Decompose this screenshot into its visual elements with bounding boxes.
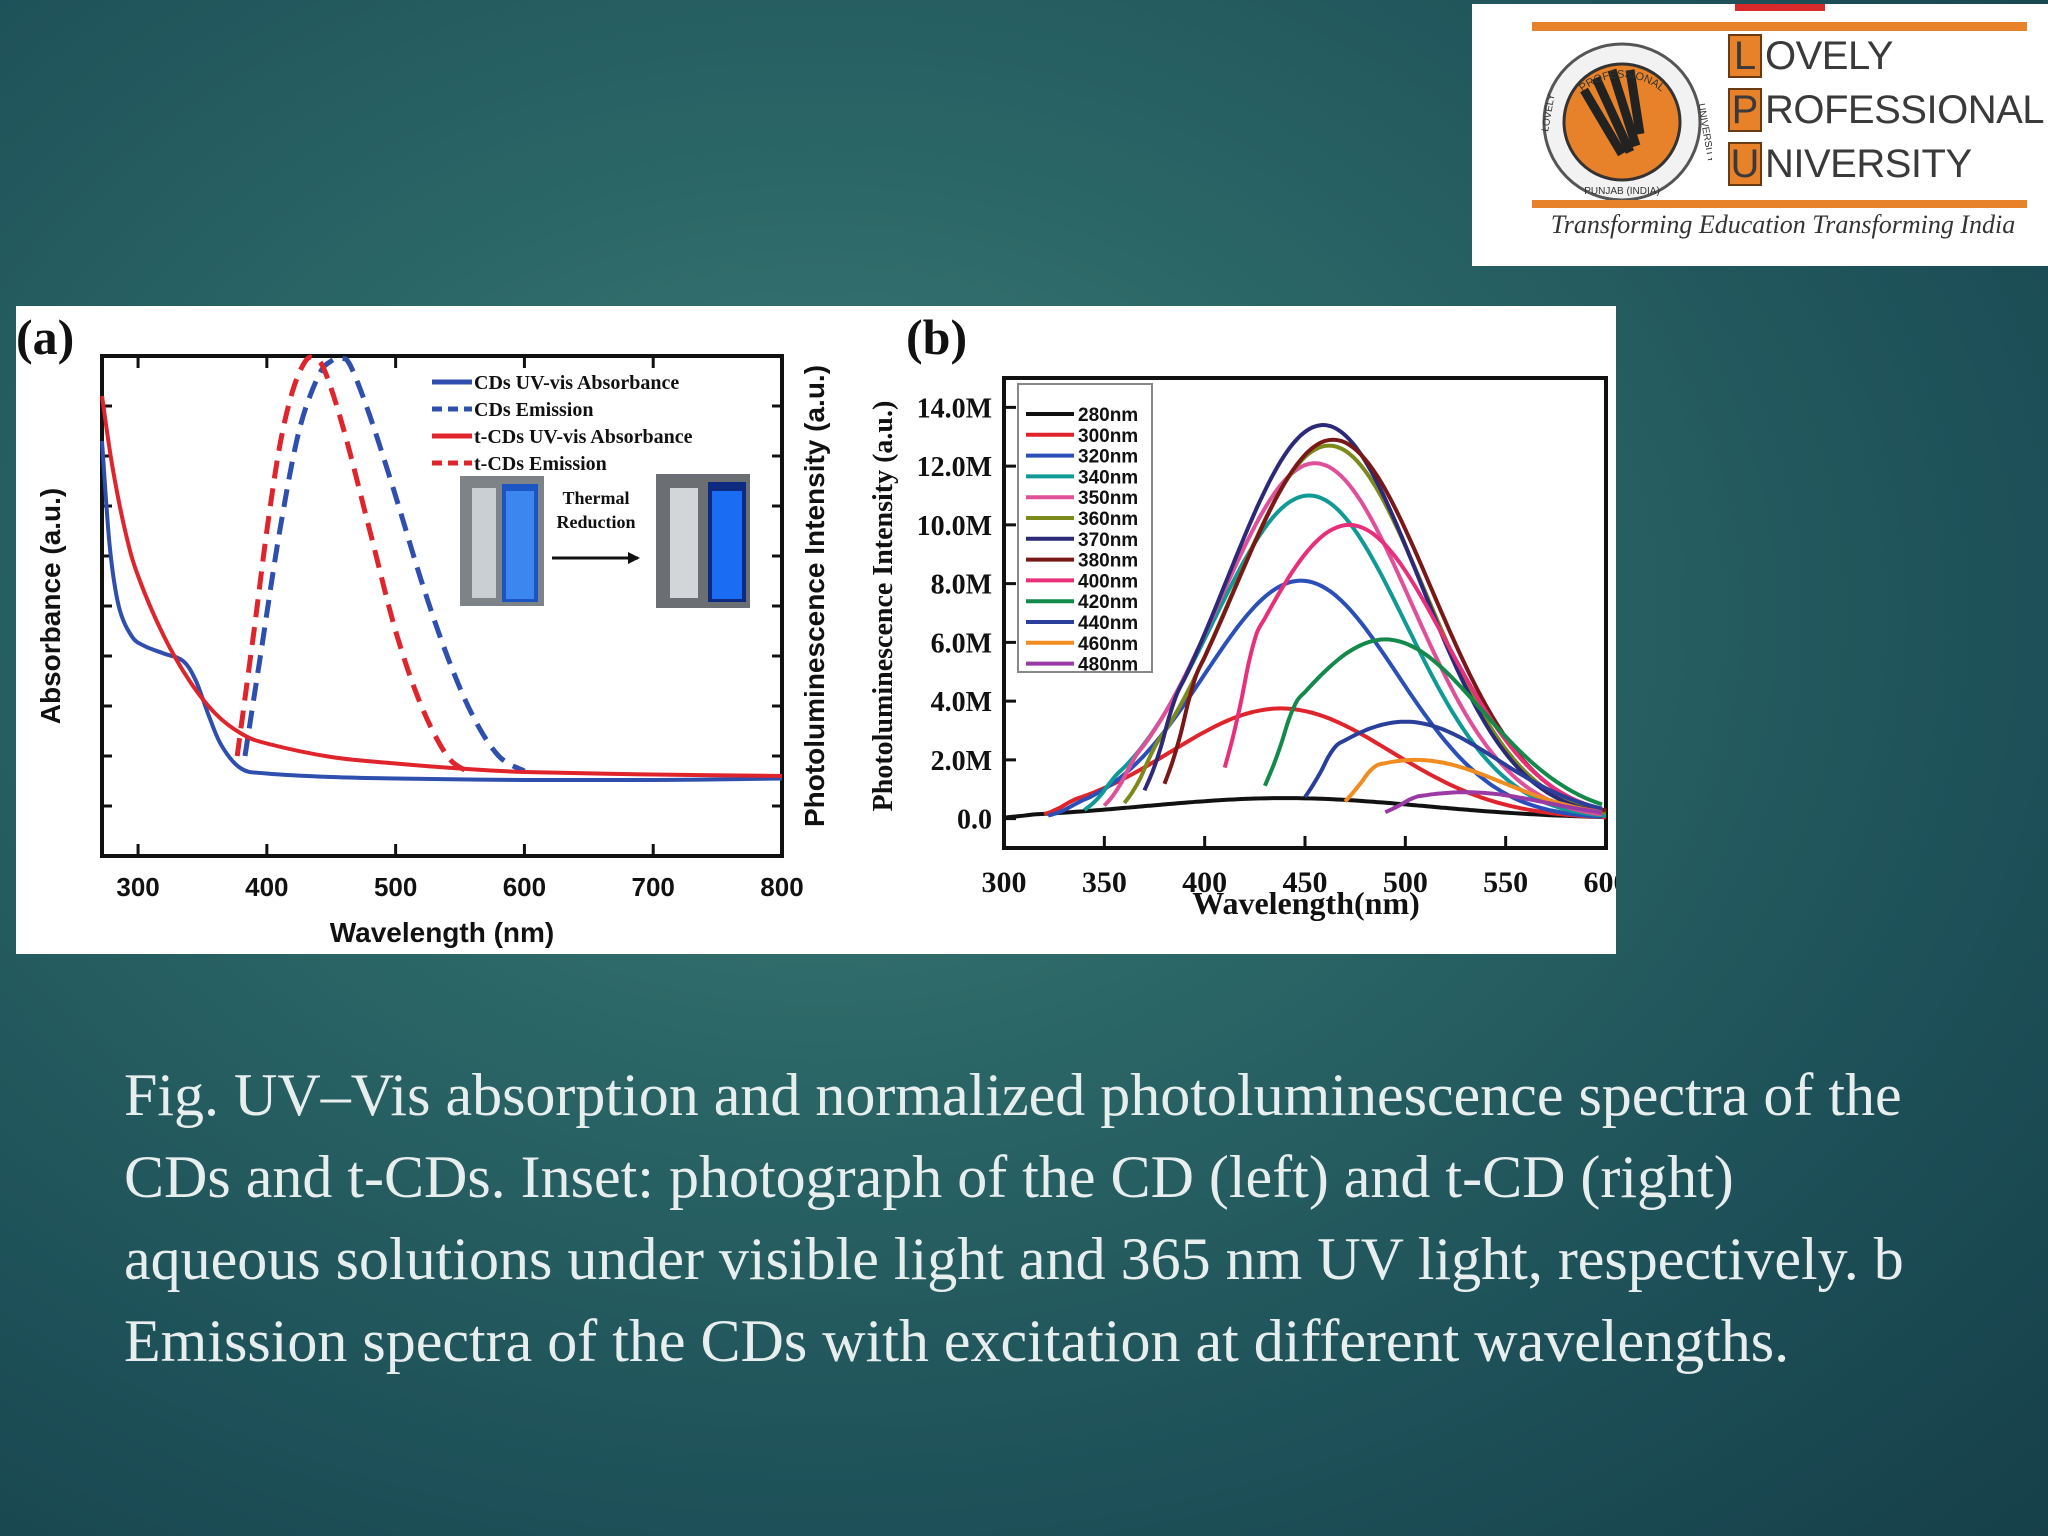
brand-word: NIVERSITY [1765,141,1972,186]
x-tick-label-a: 300 [116,872,159,902]
x-tick-label-a: 600 [503,872,546,902]
y-axis-label-b: Photoluminescence Intensity (a.u.) [868,401,899,812]
legend-entry-b: 340nm [1078,467,1138,488]
legend-entry-b: 440nm [1078,613,1138,634]
y2-axis-label-a: Photoluminescence Intensity (a.u.) [799,365,830,827]
legend-entry-a: CDs UV-vis Absorbance [474,372,679,394]
legend-entry-a: CDs Emission [474,399,593,421]
series-line-b-8 [1222,522,1603,812]
brand-letter: U [1728,142,1762,186]
brand-word: OVELY [1765,33,1893,78]
vial-icon [712,491,742,599]
brand-line-2: P ROFESSIONAL [1728,86,2045,134]
brand-line-3: U NIVERSITY [1728,140,1972,188]
y-tick-label-b: 8.0M [931,570,992,601]
y-tick-label-b: 14.0M [917,393,992,424]
y-tick-label-b: 12.0M [917,452,992,483]
legend-entry-b: 350nm [1078,488,1138,509]
legend-entry-b: 360nm [1078,509,1138,530]
plot-a-series [100,354,783,783]
x-tick-label-b: 500 [1383,866,1428,899]
brand-line-1: L OVELY [1728,32,1893,80]
x-axis-label-b: Wavelength(nm) [1192,885,1420,921]
y-tick-label-b: 0.0 [957,805,992,836]
legend-entry-b: 320nm [1078,447,1138,468]
y-axis-label-a: Absorbance (a.u.) [35,488,66,724]
x-tick-label-a: 700 [632,872,675,902]
x-tick-label-b: 400 [1182,866,1227,899]
legend-box-b [1017,383,1153,673]
seal-bottom-text: PUNJAB (INDIA) [1584,186,1660,197]
figure-svg: (a) 300 400 500 600 700 800 CDs UV-vis Absorb… [16,309,1616,948]
university-logo: PROFESSIONAL LOVELY UNIVERSITY PUNJAB (I… [1472,4,2048,266]
legend-entry-b: 300nm [1078,426,1138,447]
y-tick-label-b: 10.0M [917,511,992,542]
brand-letter: L [1728,34,1762,78]
legend-entry-b: 280nm [1078,405,1138,426]
logo-top-rule [1532,22,2027,31]
vial-icon [506,491,534,599]
logo-tagline: Transforming Education Transforming Indi… [1550,210,2016,239]
x-tick-label-a: 400 [245,872,288,902]
chart-a: (a) 300 400 500 600 700 800 CDs UV-vis Absorb… [16,309,830,948]
brand-word: ROFESSIONAL [1765,87,2045,132]
plot-b-legend: 280nm300nm320nm340nm350nm360nm370nm380nm… [1017,383,1153,676]
series-line-a-3 [234,354,469,774]
inset-label-line2: Reduction [556,512,635,532]
legend-entry-b: 400nm [1078,571,1138,592]
panel-b-label: (b) [906,309,967,365]
legend-entry-a: t-CDs Emission [474,453,607,475]
y-tick-label-b: 6.0M [931,628,992,659]
chart-b: (b) Photoluminescence Intensity (a.u.) 3… [868,309,1616,921]
legend-entry-b: 420nm [1078,592,1138,613]
figure-caption: Fig. UV–Vis absorption and normalized ph… [124,1062,1904,1374]
legend-entry-b: 380nm [1078,551,1138,572]
y-tick-label-b: 2.0M [931,746,992,777]
series-line-b-9 [1263,637,1603,807]
series-line-b-11 [1343,757,1603,815]
series-line-a-2 [100,395,783,778]
x-tick-label-b: 550 [1483,866,1528,899]
series-line-b-0 [1003,796,1607,820]
series-line-b-4 [1102,461,1603,817]
series-line-b-10 [1303,719,1603,811]
plot-a-legend: CDs UV-vis Absorbance CDs Emission t-CDs U… [432,372,693,475]
legend-entry-b: 480nm [1078,655,1138,676]
legend-entry-b: 460nm [1078,634,1138,655]
x-tick-label-a: 500 [374,872,417,902]
inset-label-line1: Thermal [563,488,630,508]
logo-bottom-rule [1532,200,2027,208]
x-axis-label-a: Wavelength (nm) [330,917,555,948]
panel-a-label: (a) [16,309,74,365]
legend-entry-b: 370nm [1078,530,1138,551]
inset-photo: Thermal Reduction [460,474,750,608]
series-line-b-1 [1043,706,1607,820]
x-tick-label-b: 350 [1082,866,1127,899]
legend-entry-a: t-CDs UV-vis Absorbance [474,426,693,448]
university-seal-icon: PROFESSIONAL LOVELY UNIVERSITY PUNJAB (I… [1540,42,1712,200]
logo-red-bar [1735,4,1825,11]
series-line-a-1 [242,355,526,774]
vial-icon [670,488,698,598]
x-tick-label-b: 300 [982,866,1027,899]
x-tick-label-a: 800 [760,872,803,902]
vial-icon [472,488,496,598]
y-tick-label-b: 4.0M [931,687,992,718]
plot-a-ticks: 300 400 500 600 700 800 [102,356,804,902]
arrow-head-icon [628,552,640,564]
plot-b-series [1003,423,1607,820]
plot-b-ticks: 300 350 400 450 500 550 600 0.0 2.0M 4.0M 6.0M 8.0M… [917,393,1616,899]
series-line-a-0 [100,440,783,783]
x-tick-label-b: 600 [1584,866,1617,899]
figure-panel: (a) 300 400 500 600 700 800 CDs UV-vis Absorb… [16,306,1616,954]
brand-letter: P [1728,88,1762,132]
x-tick-label-b: 450 [1283,866,1328,899]
series-line-b-12 [1384,790,1603,815]
